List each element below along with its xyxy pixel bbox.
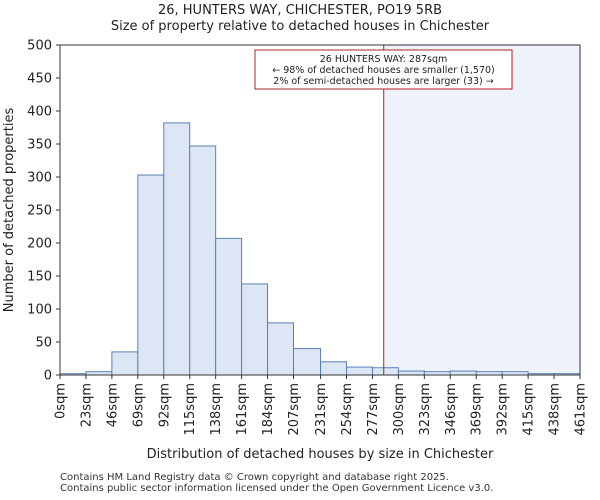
x-tick-label: 392sqm (496, 383, 511, 436)
annotation-line-3: 2% of semi-detached houses are larger (3… (273, 76, 493, 87)
histogram-bar (189, 145, 217, 376)
y-tick-label: 500 (27, 39, 52, 54)
y-tick-label: 100 (27, 303, 52, 318)
y-tick-label: 150 (27, 270, 52, 285)
histogram-bar (215, 237, 243, 376)
chart-title: 26, HUNTERS WAY, CHICHESTER, PO19 5RB (157, 3, 443, 18)
x-tick-label: 231sqm (314, 383, 329, 436)
x-tick-label: 461sqm (574, 383, 589, 436)
chart-subtitle: Size of property relative to detached ho… (110, 19, 490, 34)
histogram-chart: 26 HUNTERS WAY: 287sqm ← 98% of detached… (2, 39, 589, 463)
x-axis-label: Distribution of detached houses by size … (147, 447, 494, 462)
annotation-box: 26 HUNTERS WAY: 287sqm ← 98% of detached… (254, 49, 513, 90)
chart-title-block: 26, HUNTERS WAY, CHICHESTER, PO19 5RB Si… (0, 0, 600, 35)
x-tick-label: 323sqm (418, 383, 433, 436)
x-tick-label: 138sqm (209, 383, 224, 436)
y-tick-label: 200 (27, 237, 52, 252)
histogram-bar (137, 174, 165, 376)
x-tick-label: 161sqm (235, 383, 250, 436)
larger-region-highlight (383, 45, 580, 375)
x-tick-label: 23sqm (79, 383, 94, 427)
footer-line-2: Contains public sector information licen… (60, 483, 494, 494)
x-tick-label: 0sqm (54, 383, 69, 419)
histogram-bar (241, 283, 269, 376)
footer-line-1: Contains HM Land Registry data © Crown c… (60, 472, 449, 483)
annotation-line-2: ← 98% of detached houses are smaller (1,… (272, 65, 495, 76)
x-tick-label: 438sqm (548, 383, 563, 436)
histogram-bar (267, 322, 294, 376)
attribution-footer: Contains HM Land Registry data © Crown c… (60, 472, 493, 494)
x-tick-label: 415sqm (522, 383, 537, 436)
x-tick-label: 254sqm (340, 383, 355, 436)
histogram-bar (397, 370, 425, 376)
annotation-frame (254, 49, 513, 90)
y-tick-label: 350 (27, 138, 52, 153)
histogram-bar (371, 367, 399, 376)
x-tick-label: 184sqm (261, 383, 276, 436)
y-tick-label: 0 (44, 369, 52, 384)
x-tick-label: 69sqm (131, 383, 146, 427)
y-axis-label: Number of detached properties (2, 108, 17, 313)
x-tick-label: 46sqm (105, 383, 120, 427)
x-tick-label: 92sqm (157, 383, 172, 427)
histogram-bar (111, 351, 139, 376)
x-tick-label: 346sqm (444, 383, 459, 436)
x-tick-label: 277sqm (366, 383, 381, 436)
histogram-bar (163, 122, 191, 376)
histogram-bar (346, 366, 373, 376)
x-tick-label: 369sqm (470, 383, 485, 436)
y-tick-label: 400 (27, 105, 52, 120)
y-tick-label: 450 (27, 72, 52, 87)
histogram-bar (292, 348, 322, 376)
histogram-bar (320, 361, 348, 376)
histogram-bar (449, 370, 477, 376)
x-tick-label: 300sqm (392, 383, 407, 436)
y-tick-label: 300 (27, 171, 52, 186)
annotation-line-1: 26 HUNTERS WAY: 287sqm (320, 54, 448, 65)
x-tick-label: 207sqm (287, 383, 302, 436)
x-tick-label: 115sqm (183, 383, 198, 436)
y-tick-label: 50 (35, 336, 52, 351)
y-tick-label: 250 (27, 204, 52, 219)
